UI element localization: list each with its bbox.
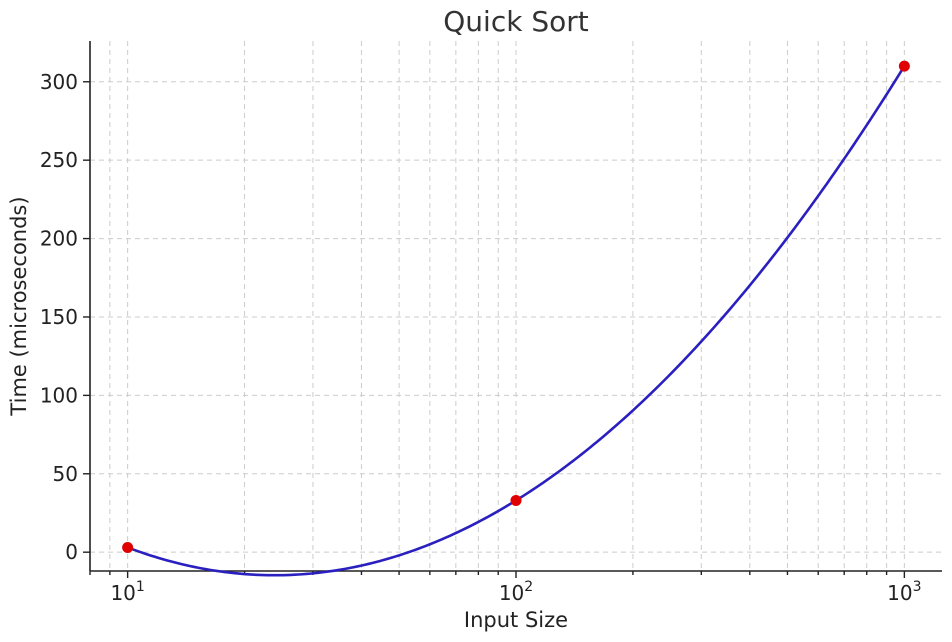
x-tick-label: 103 — [887, 579, 921, 605]
y-tick-label: 150 — [40, 305, 78, 329]
x-tick-label: 101 — [110, 579, 144, 605]
y-tick-label: 50 — [53, 462, 78, 486]
x-tick-label-base: 10 — [887, 581, 912, 605]
x-tick-label-base: 10 — [110, 581, 135, 605]
x-tick-label-exponent: 3 — [913, 579, 922, 595]
x-tick-label: 102 — [499, 579, 533, 605]
data-point — [898, 60, 910, 72]
x-tick-label-exponent: 2 — [524, 579, 533, 595]
data-series — [122, 60, 910, 577]
y-tick-label: 0 — [65, 540, 78, 564]
y-tick-label: 200 — [40, 227, 78, 251]
x-tick-label-base: 10 — [499, 581, 524, 605]
y-axis-title: Time (microseconds) — [7, 196, 31, 416]
x-axis-title: Input Size — [464, 608, 568, 632]
data-point — [122, 541, 134, 553]
y-tick-label: 100 — [40, 383, 78, 407]
x-tick-label-exponent: 1 — [136, 579, 145, 595]
grid — [89, 41, 942, 571]
y-tick-label: 250 — [40, 148, 78, 172]
y-tick-label: 300 — [40, 70, 78, 94]
data-point — [510, 494, 522, 506]
chart-title: Quick Sort — [443, 5, 588, 38]
